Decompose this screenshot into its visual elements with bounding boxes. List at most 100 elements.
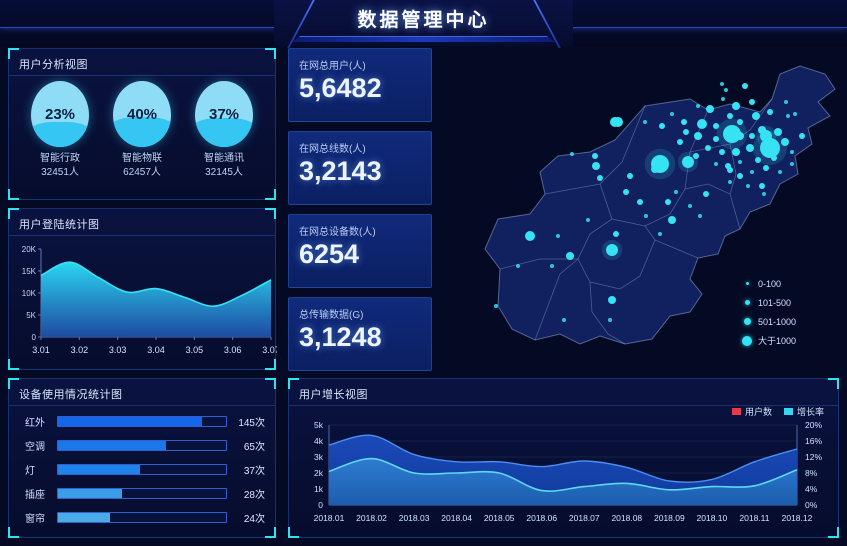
map-data-dot[interactable]	[760, 138, 780, 158]
map-data-dot[interactable]	[705, 145, 711, 151]
map-data-dot[interactable]	[759, 183, 765, 189]
map-data-dot[interactable]	[694, 132, 702, 140]
device-bar-row[interactable]: 灯 37次	[17, 457, 267, 481]
map-data-dot[interactable]	[723, 125, 741, 143]
map-data-dot[interactable]	[720, 82, 724, 86]
map-data-dot[interactable]	[586, 218, 590, 222]
device-bar-row[interactable]: 红外 145次	[17, 409, 267, 433]
map-data-dot[interactable]	[749, 133, 755, 139]
growth-chart-legend[interactable]: 用户数 增长率	[731, 405, 824, 418]
stat-card-online-users[interactable]: 在网总用户(人) 5,6482	[288, 48, 432, 122]
map-data-dot[interactable]	[613, 117, 623, 127]
map-data-dot[interactable]	[784, 100, 788, 104]
map-data-dot[interactable]	[516, 264, 520, 268]
map-data-dot[interactable]	[724, 88, 728, 92]
map-data-dot[interactable]	[683, 129, 689, 135]
map-data-dot[interactable]	[566, 252, 574, 260]
map-data-dot[interactable]	[494, 304, 498, 308]
map-data-dot[interactable]	[793, 112, 797, 116]
device-bar-row[interactable]: 空调 65次	[17, 433, 267, 457]
map-data-dot[interactable]	[732, 102, 740, 110]
device-bar-row[interactable]: 插座 28次	[17, 481, 267, 505]
map-data-dot[interactable]	[637, 199, 643, 205]
map-data-dot[interactable]	[727, 167, 733, 173]
map-data-dot[interactable]	[550, 264, 554, 268]
map-data-dot[interactable]	[665, 199, 671, 205]
map-data-dot[interactable]	[746, 144, 754, 152]
map-data-dot[interactable]	[746, 184, 750, 188]
map-data-dot[interactable]	[763, 165, 769, 171]
map-data-dot[interactable]	[556, 234, 560, 238]
map-data-dot[interactable]	[651, 165, 659, 173]
map-data-dot[interactable]	[674, 190, 678, 194]
map-data-dot[interactable]	[643, 120, 647, 124]
map-data-dot[interactable]	[606, 244, 618, 256]
map-data-dot[interactable]	[721, 97, 725, 101]
map-data-dot[interactable]	[786, 114, 790, 118]
map-data-dot[interactable]	[728, 180, 732, 184]
map-data-dot[interactable]	[698, 214, 702, 218]
legend-item[interactable]: 用户数	[731, 405, 772, 418]
stat-card-online-lines[interactable]: 在网总线数(人) 3,2143	[288, 131, 432, 205]
map-data-dot[interactable]	[608, 318, 612, 322]
stat-card-total-data[interactable]: 总传输数据(G) 3,1248	[288, 297, 432, 371]
map-data-dot[interactable]	[677, 139, 683, 145]
map-data-dot[interactable]	[790, 150, 794, 154]
legend-item[interactable]: 增长率	[783, 405, 824, 418]
map-data-dot[interactable]	[688, 204, 692, 208]
region-map[interactable]	[440, 44, 840, 374]
map-data-dot[interactable]	[767, 109, 773, 115]
map-data-dot[interactable]	[696, 104, 700, 108]
map-data-dot[interactable]	[790, 162, 794, 166]
map-data-dot[interactable]	[706, 105, 714, 113]
map-data-dot[interactable]	[562, 318, 566, 322]
map-data-dot[interactable]	[668, 216, 676, 224]
map-data-dot[interactable]	[697, 119, 707, 129]
map-data-dot[interactable]	[570, 152, 574, 156]
map-data-dot[interactable]	[659, 123, 665, 129]
map-data-dot[interactable]	[742, 83, 748, 89]
map-data-dot[interactable]	[749, 99, 755, 105]
map-data-dot[interactable]	[762, 192, 766, 196]
map-data-dot[interactable]	[737, 173, 743, 179]
map-data-dot[interactable]	[771, 155, 777, 161]
map-data-dot[interactable]	[755, 157, 761, 163]
device-bar-row[interactable]: 窗帘 24次	[17, 505, 267, 529]
map-data-dot[interactable]	[670, 112, 674, 116]
map-data-dot[interactable]	[592, 153, 598, 159]
map-data-dot[interactable]	[608, 296, 616, 304]
map-data-dot[interactable]	[597, 175, 603, 181]
map-data-dot[interactable]	[623, 189, 629, 195]
map-data-dot[interactable]	[525, 231, 535, 241]
map-data-dot[interactable]	[799, 133, 805, 139]
map-data-dot[interactable]	[713, 136, 719, 142]
map-data-dot[interactable]	[774, 128, 782, 136]
map-data-dot[interactable]	[682, 156, 694, 168]
map-data-dot[interactable]	[750, 170, 754, 174]
map-data-dot[interactable]	[613, 231, 619, 237]
x-axis-tick-label: 2018.01	[314, 513, 345, 523]
map-data-dot[interactable]	[693, 153, 699, 159]
map-data-dot[interactable]	[738, 160, 742, 164]
gauge-item[interactable]: 23% 智能行政 32451人	[24, 81, 96, 179]
map-data-dot[interactable]	[736, 132, 744, 140]
map-region[interactable]: 0-100 101-500 501-1000 大于1000	[440, 44, 840, 374]
gauge-item[interactable]: 37% 智能通讯 32145人	[188, 81, 260, 179]
map-data-dot[interactable]	[781, 138, 789, 146]
map-data-dot[interactable]	[714, 162, 718, 166]
map-data-dot[interactable]	[703, 191, 709, 197]
map-data-dot[interactable]	[713, 123, 719, 129]
map-data-dot[interactable]	[719, 149, 725, 155]
map-data-dot[interactable]	[732, 148, 740, 156]
map-data-dot[interactable]	[752, 112, 760, 120]
map-data-dot[interactable]	[778, 170, 782, 174]
map-data-dot[interactable]	[592, 162, 600, 170]
map-data-dot[interactable]	[627, 173, 633, 179]
map-data-dot[interactable]	[737, 119, 743, 125]
map-data-dot[interactable]	[658, 232, 662, 236]
map-data-dot[interactable]	[644, 214, 648, 218]
map-data-dot[interactable]	[681, 119, 687, 125]
gauge-item[interactable]: 40% 智能物联 62457人	[106, 81, 178, 179]
stat-card-online-devices[interactable]: 在网总设备数(人) 6254	[288, 214, 432, 288]
map-data-dot[interactable]	[727, 113, 733, 119]
